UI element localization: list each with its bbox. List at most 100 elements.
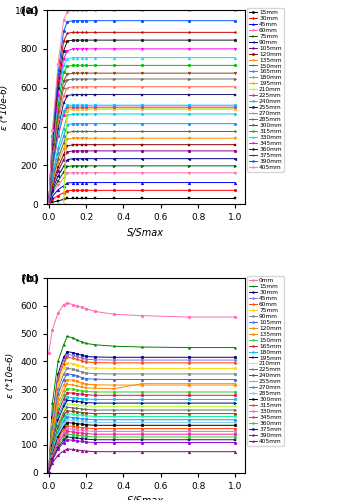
285mm (50, 450, 55, 456)
210mm (140, 404, 144, 409)
135mm (186, 380, 191, 386)
330mm (112, 54, 116, 60)
30mm (65, 188, 69, 194)
45mm (84, 356, 88, 362)
165mm (233, 392, 238, 398)
225mm (75, 406, 79, 411)
135mm (80, 384, 85, 390)
75mm (65, 360, 69, 366)
390mm (93, 440, 98, 446)
225mm (112, 104, 116, 110)
210mm (50, 202, 55, 207)
390mm (80, 18, 85, 24)
Line: 120mm: 120mm (47, 144, 237, 206)
75mm (93, 365, 98, 371)
225mm (65, 104, 69, 110)
165mm (93, 392, 98, 398)
165mm (75, 120, 79, 126)
150mm (50, 436, 55, 442)
Line: 105mm: 105mm (47, 372, 237, 474)
315mm (84, 62, 88, 68)
120mm (140, 382, 144, 388)
210mm (233, 404, 238, 409)
195mm (50, 202, 55, 207)
330mm (71, 54, 75, 60)
330mm (56, 96, 60, 102)
315mm (75, 424, 79, 430)
150mm (233, 128, 238, 134)
195mm (112, 106, 116, 112)
210mm (71, 401, 75, 407)
315mm (93, 426, 98, 432)
315mm (56, 102, 60, 108)
45mm (75, 180, 79, 186)
Line: 0mm: 0mm (47, 302, 237, 354)
105mm (186, 148, 191, 154)
120mm (62, 152, 66, 158)
15mm (46, 202, 51, 207)
330mm (65, 56, 69, 62)
150mm (140, 128, 144, 134)
390mm (65, 18, 69, 24)
345mm (65, 428, 69, 434)
300mm (186, 70, 191, 76)
135mm (46, 202, 51, 207)
225mm (186, 104, 191, 110)
Legend: 15mm, 30mm, 45mm, 60mm, 75mm, 90mm, 105mm, 120mm, 135mm, 150mm, 165mm, 180mm, 19: 15mm, 30mm, 45mm, 60mm, 75mm, 90mm, 105m… (247, 8, 284, 172)
345mm (233, 46, 238, 52)
330mm (186, 428, 191, 434)
60mm (71, 355, 75, 361)
30mm (84, 188, 88, 194)
285mm (112, 76, 116, 82)
270mm (62, 92, 66, 98)
90mm (80, 369, 85, 375)
105mm (93, 376, 98, 382)
390mm (56, 446, 60, 452)
150mm (80, 128, 85, 134)
60mm (50, 418, 55, 424)
285mm (46, 202, 51, 207)
345mm (186, 431, 191, 437)
300mm (80, 421, 85, 427)
330mm (84, 428, 88, 434)
15mm (140, 344, 144, 350)
165mm (71, 120, 75, 126)
135mm (62, 146, 66, 152)
195mm (80, 399, 85, 405)
30mm (46, 202, 51, 207)
300mm (71, 70, 75, 76)
360mm (46, 202, 51, 207)
105mm (75, 148, 79, 154)
330mm (80, 54, 85, 60)
225mm (71, 405, 75, 411)
Line: 45mm: 45mm (47, 181, 237, 206)
240mm (56, 425, 60, 431)
15mm (233, 344, 238, 350)
360mm (80, 433, 85, 439)
105mm (112, 148, 116, 154)
300mm (84, 422, 88, 428)
360mm (112, 37, 116, 43)
405mm (75, 447, 79, 453)
390mm (233, 18, 238, 24)
15mm (71, 196, 75, 202)
225mm (46, 470, 51, 476)
345mm (75, 46, 79, 52)
300mm (140, 70, 144, 76)
15mm (62, 196, 66, 202)
75mm (112, 366, 116, 372)
225mm (112, 407, 116, 413)
Text: (a): (a) (21, 6, 39, 16)
60mm (80, 170, 85, 176)
360mm (84, 434, 88, 440)
285mm (233, 420, 238, 426)
45mm (140, 180, 144, 186)
30mm (186, 354, 191, 360)
255mm (186, 92, 191, 98)
330mm (233, 428, 238, 434)
360mm (62, 435, 66, 441)
210mm (140, 105, 144, 111)
255mm (62, 100, 66, 106)
390mm (112, 440, 116, 446)
255mm (233, 414, 238, 420)
